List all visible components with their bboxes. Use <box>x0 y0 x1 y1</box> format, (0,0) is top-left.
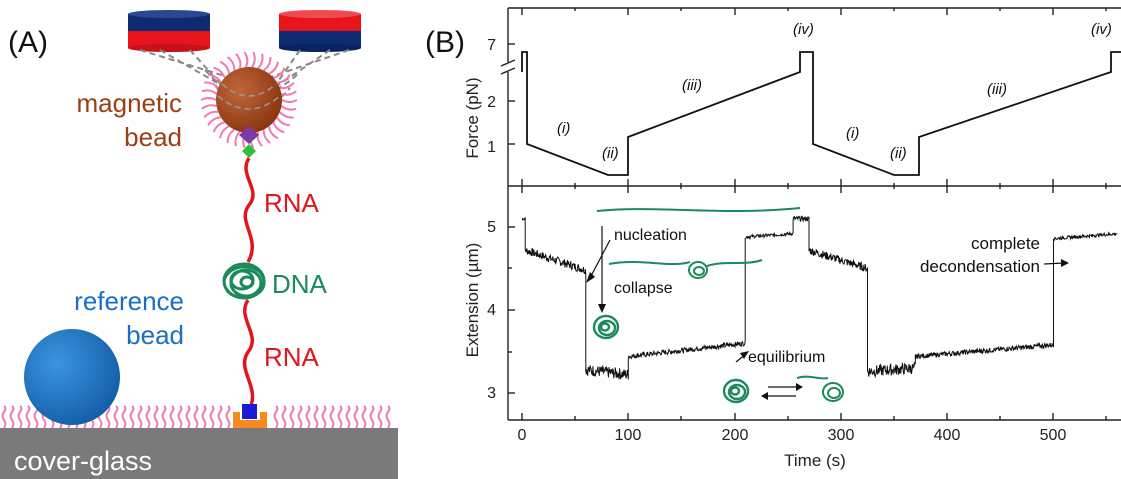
magnetic-bead-label-1: magnetic <box>77 88 183 118</box>
equilibrium-arrowhead <box>740 351 749 359</box>
force-axis-label: Force (pN) <box>463 77 482 158</box>
anchor-holder <box>233 412 267 428</box>
magnet-right <box>279 10 361 52</box>
x-ticks: 0 100 200 300 400 500 <box>518 427 1067 444</box>
rna-strand-bottom <box>242 299 255 409</box>
x-tick-300: 300 <box>828 427 855 444</box>
collapse-arrowhead <box>598 304 606 313</box>
stage-i-2: (i) <box>846 125 859 142</box>
force-stage-labels: (i) (ii) (iii) (iv) (i) (ii) (iii) (iv) <box>557 21 1112 162</box>
panel-b: (B) 1 2 7 3 4 5 0 100 200 <box>425 7 1121 470</box>
magnet-left <box>128 10 210 52</box>
nucleation-label: nucleation <box>614 227 687 244</box>
panel-a: (A) <box>0 10 398 479</box>
x-tick-500: 500 <box>1040 427 1067 444</box>
stage-iii-2: (iii) <box>987 81 1007 98</box>
reference-bead-label-2: bead <box>126 320 184 350</box>
magnetic-bead-label-2: bead <box>124 122 182 152</box>
equilibrium-arrows-icon <box>768 386 796 397</box>
ext-tick-5: 5 <box>487 219 496 236</box>
ext-tick-4: 4 <box>487 302 496 319</box>
plot-frame <box>507 7 1121 421</box>
x-tick-200: 200 <box>722 427 749 444</box>
ext-tick-3: 3 <box>487 385 496 402</box>
equilibrium-coil-right-icon <box>796 375 844 402</box>
decondensation-arrow <box>1043 262 1065 265</box>
nucleation-arrow <box>589 239 611 279</box>
stage-ii-2: (ii) <box>890 145 907 162</box>
extension-y-ticks: 3 4 5 <box>487 219 496 402</box>
rna-top-label: RNA <box>264 188 320 218</box>
anchor-square <box>242 404 257 419</box>
extension-trace <box>521 215 1118 380</box>
cover-glass-label: cover-glass <box>14 446 152 476</box>
complete-label: complete <box>971 234 1040 253</box>
force-tick-1: 1 <box>487 139 496 156</box>
collapse-label: collapse <box>614 280 673 297</box>
rna-strand-top <box>243 157 255 263</box>
axis-break <box>500 59 516 75</box>
force-tick-7: 7 <box>487 37 496 54</box>
x-tick-400: 400 <box>934 427 961 444</box>
nucleation-arrowhead <box>586 272 595 283</box>
cover-glass <box>0 428 398 479</box>
partial-coil-icon <box>688 261 708 279</box>
decondensation-label: decondensation <box>920 257 1040 276</box>
panel-a-label: (A) <box>8 26 48 59</box>
equilibrium-label: equilibrium <box>748 349 825 366</box>
x-axis-label: Time (s) <box>784 451 846 470</box>
stage-iv-2: (iv) <box>1091 21 1112 38</box>
linker-top <box>239 126 259 144</box>
x-tick-0: 0 <box>518 427 527 444</box>
force-trace <box>521 51 1121 176</box>
reference-bead <box>24 329 120 425</box>
equilibrium-coil-left-icon <box>722 378 750 404</box>
extension-annotations: nucleation collapse equilibrium <box>586 207 1069 404</box>
extended-dna-icon <box>596 207 801 213</box>
x-tick-100: 100 <box>615 427 642 444</box>
panel-b-label: (B) <box>425 26 465 59</box>
dna-label: DNA <box>272 269 328 299</box>
stage-i-1: (i) <box>557 120 570 137</box>
stage-iv-1: (iv) <box>793 21 814 38</box>
rna-bottom-label: RNA <box>264 342 320 372</box>
condensed-coil-icon <box>592 314 620 340</box>
stage-iii-1: (iii) <box>682 77 702 94</box>
linker-green <box>242 144 256 158</box>
extension-axis-label: Extension (µm) <box>463 243 482 358</box>
dna-coil <box>222 262 266 300</box>
stage-ii-1: (ii) <box>602 145 619 162</box>
force-y-ticks: 1 2 7 <box>487 37 496 156</box>
reference-bead-label-1: reference <box>74 286 184 316</box>
force-tick-2: 2 <box>487 94 496 111</box>
